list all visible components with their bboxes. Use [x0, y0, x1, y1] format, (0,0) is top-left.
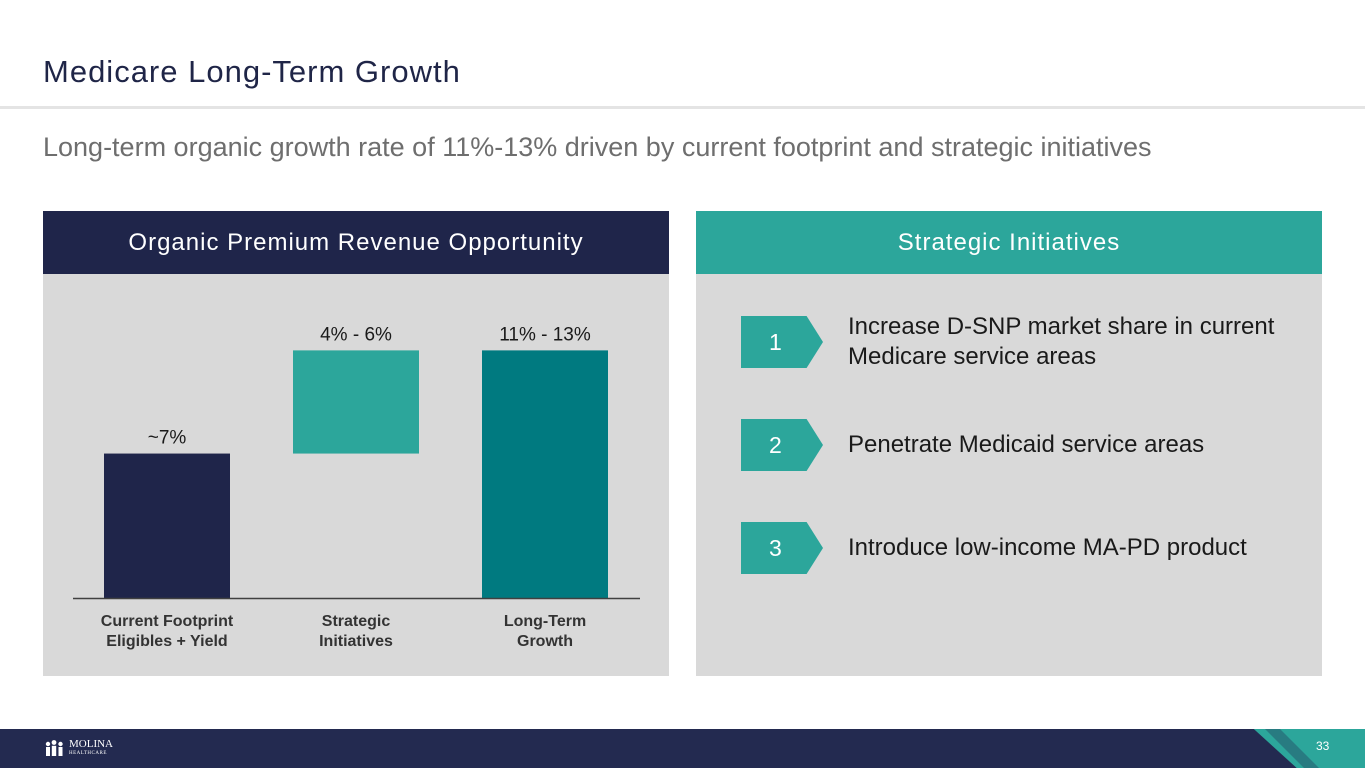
- initiative-number-badge: 1: [741, 316, 823, 368]
- title-divider: [0, 106, 1365, 109]
- chart-bar: [104, 453, 230, 598]
- page-number: 33: [1316, 739, 1330, 753]
- molina-people-icon: [45, 740, 63, 756]
- initiative-text: Penetrate Medicaid service areas: [848, 431, 1205, 458]
- chart-data-label: 4% - 6%: [320, 324, 392, 345]
- initiative-text: Increase D-SNP market share in current M…: [848, 313, 1275, 370]
- chart-category-label: Strategic: [322, 613, 391, 630]
- logo-subtext: HEALTHCARE: [69, 751, 107, 756]
- initiative-text: Introduce low-income MA-PD product: [848, 534, 1247, 561]
- chart-category-label: Initiatives: [319, 633, 393, 650]
- chart-category-label: Current Footprint: [101, 613, 234, 630]
- strategic-initiatives-header: Strategic Initiatives: [696, 211, 1322, 274]
- revenue-opportunity-chart: ~7% Current Footprint Eligibles + Yield 4% …: [73, 324, 640, 650]
- revenue-opportunity-panel: Organic Premium Revenue Opportunity ~7% C…: [43, 211, 669, 676]
- chart-bar: [482, 350, 608, 598]
- initiative-number-badge: 2: [741, 419, 823, 471]
- revenue-opportunity-header: Organic Premium Revenue Opportunity: [43, 211, 669, 274]
- slide-title: Medicare Long-Term Growth: [43, 54, 461, 89]
- strategic-initiatives-panel: Strategic Initiatives 1 Increase D-SNP m…: [696, 211, 1322, 676]
- chart-bar: [293, 350, 419, 454]
- chart-category-label: Long-Term: [504, 613, 586, 630]
- chart-category-label: Eligibles + Yield: [106, 633, 227, 650]
- chart-data-label: 11% - 13%: [499, 324, 591, 345]
- company-logo: MOLINA HEALTHCARE: [44, 738, 113, 760]
- slide-subtitle: Long-term organic growth rate of 11%-13%…: [43, 132, 1152, 162]
- chart-category-label: Growth: [517, 633, 573, 650]
- footer-bar: MOLINA HEALTHCARE 33: [0, 729, 1365, 768]
- chart-data-label: ~7%: [148, 428, 187, 449]
- logo-name: MOLINA: [69, 738, 113, 750]
- initiative-number-badge: 3: [741, 522, 823, 574]
